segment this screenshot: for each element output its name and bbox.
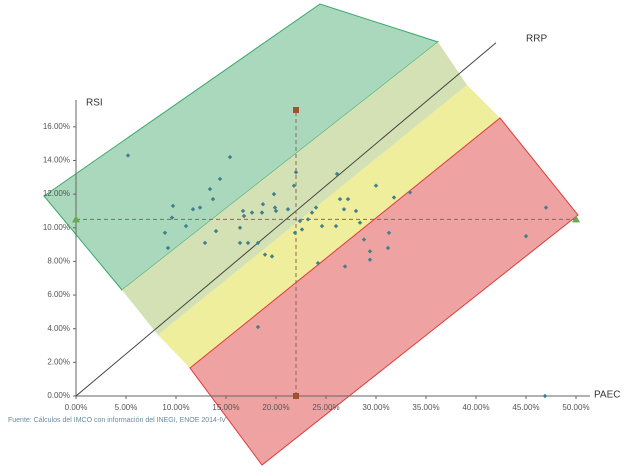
y-tick-label: 12.00% — [43, 189, 70, 198]
point — [241, 213, 247, 219]
point — [357, 220, 363, 225]
y-mean-marker — [572, 215, 580, 223]
point — [333, 223, 339, 229]
point — [305, 217, 311, 222]
x-tick-label: 25.00% — [312, 403, 339, 412]
point — [165, 245, 171, 251]
point — [260, 202, 266, 207]
mixed-band — [122, 42, 467, 335]
point — [202, 240, 208, 246]
point — [259, 210, 265, 215]
x-tick-label: 45.00% — [512, 403, 539, 412]
point — [342, 264, 348, 269]
point — [285, 207, 291, 212]
point — [291, 183, 297, 188]
point — [213, 228, 219, 234]
y-tick-label: 10.00% — [43, 223, 70, 232]
point — [210, 196, 216, 202]
y-axis-label: RSI — [86, 98, 103, 109]
y-tick-label: 16.00% — [43, 122, 70, 131]
point — [273, 208, 279, 214]
point — [319, 223, 325, 229]
point — [262, 252, 268, 257]
point — [353, 208, 359, 214]
point — [543, 205, 549, 210]
x-mean-marker — [293, 393, 299, 399]
source: Fuente: Cálculos del IMCO con informació… — [8, 417, 226, 424]
y-tick-label: 8.00% — [47, 257, 70, 266]
point — [240, 208, 246, 214]
x-tick-label: 30.00% — [362, 403, 389, 412]
point — [272, 205, 278, 210]
point — [337, 196, 343, 202]
x-axis-label: PAEC — [594, 390, 621, 401]
point — [309, 210, 315, 215]
y-tick-label: 6.00% — [47, 290, 70, 299]
point — [255, 324, 261, 330]
x-tick-label: 40.00% — [462, 403, 489, 412]
point — [125, 153, 131, 158]
point — [183, 223, 189, 229]
x-tick-label: 0.00% — [65, 403, 88, 412]
point — [271, 191, 277, 197]
point — [361, 237, 367, 242]
point — [170, 203, 176, 209]
y-tick-label: 4.00% — [47, 324, 70, 333]
point — [373, 183, 379, 188]
y-tick-label: 14.00% — [43, 156, 70, 165]
x-tick-label: 50.00% — [562, 403, 589, 412]
point — [315, 260, 321, 266]
point — [237, 240, 243, 246]
point — [293, 170, 299, 175]
y-mean-marker — [72, 215, 80, 223]
point — [237, 225, 243, 230]
point — [334, 171, 340, 177]
y-tick-label: 2.00% — [47, 357, 70, 366]
point — [341, 207, 347, 212]
yellow-band — [158, 85, 500, 368]
red-band — [189, 117, 579, 466]
x-tick-label: 5.00% — [115, 403, 138, 412]
point — [407, 190, 413, 195]
point — [313, 205, 319, 210]
point — [227, 154, 233, 160]
point — [299, 227, 305, 232]
rrp-label: RRP — [526, 33, 547, 44]
x-tick-label: 20.00% — [262, 403, 289, 412]
point — [542, 393, 548, 399]
point — [245, 240, 251, 246]
x-tick-label: 15.00% — [212, 403, 239, 412]
point — [217, 176, 223, 182]
x-mean-marker — [293, 107, 299, 113]
point — [249, 210, 255, 215]
point — [190, 207, 196, 212]
x-tick-label: 35.00% — [412, 403, 439, 412]
point — [523, 233, 529, 239]
x-tick-label: 10.00% — [162, 403, 189, 412]
y-tick-label: 0.00% — [47, 391, 70, 400]
point — [297, 218, 303, 224]
point — [255, 240, 261, 246]
point — [345, 196, 351, 202]
point — [367, 249, 373, 254]
point — [292, 230, 298, 236]
point — [269, 254, 275, 259]
point — [386, 230, 392, 236]
point — [197, 205, 203, 210]
point — [207, 186, 213, 192]
point — [385, 245, 391, 251]
point — [162, 230, 168, 236]
point — [367, 257, 373, 262]
point — [169, 215, 175, 220]
point — [391, 195, 397, 200]
